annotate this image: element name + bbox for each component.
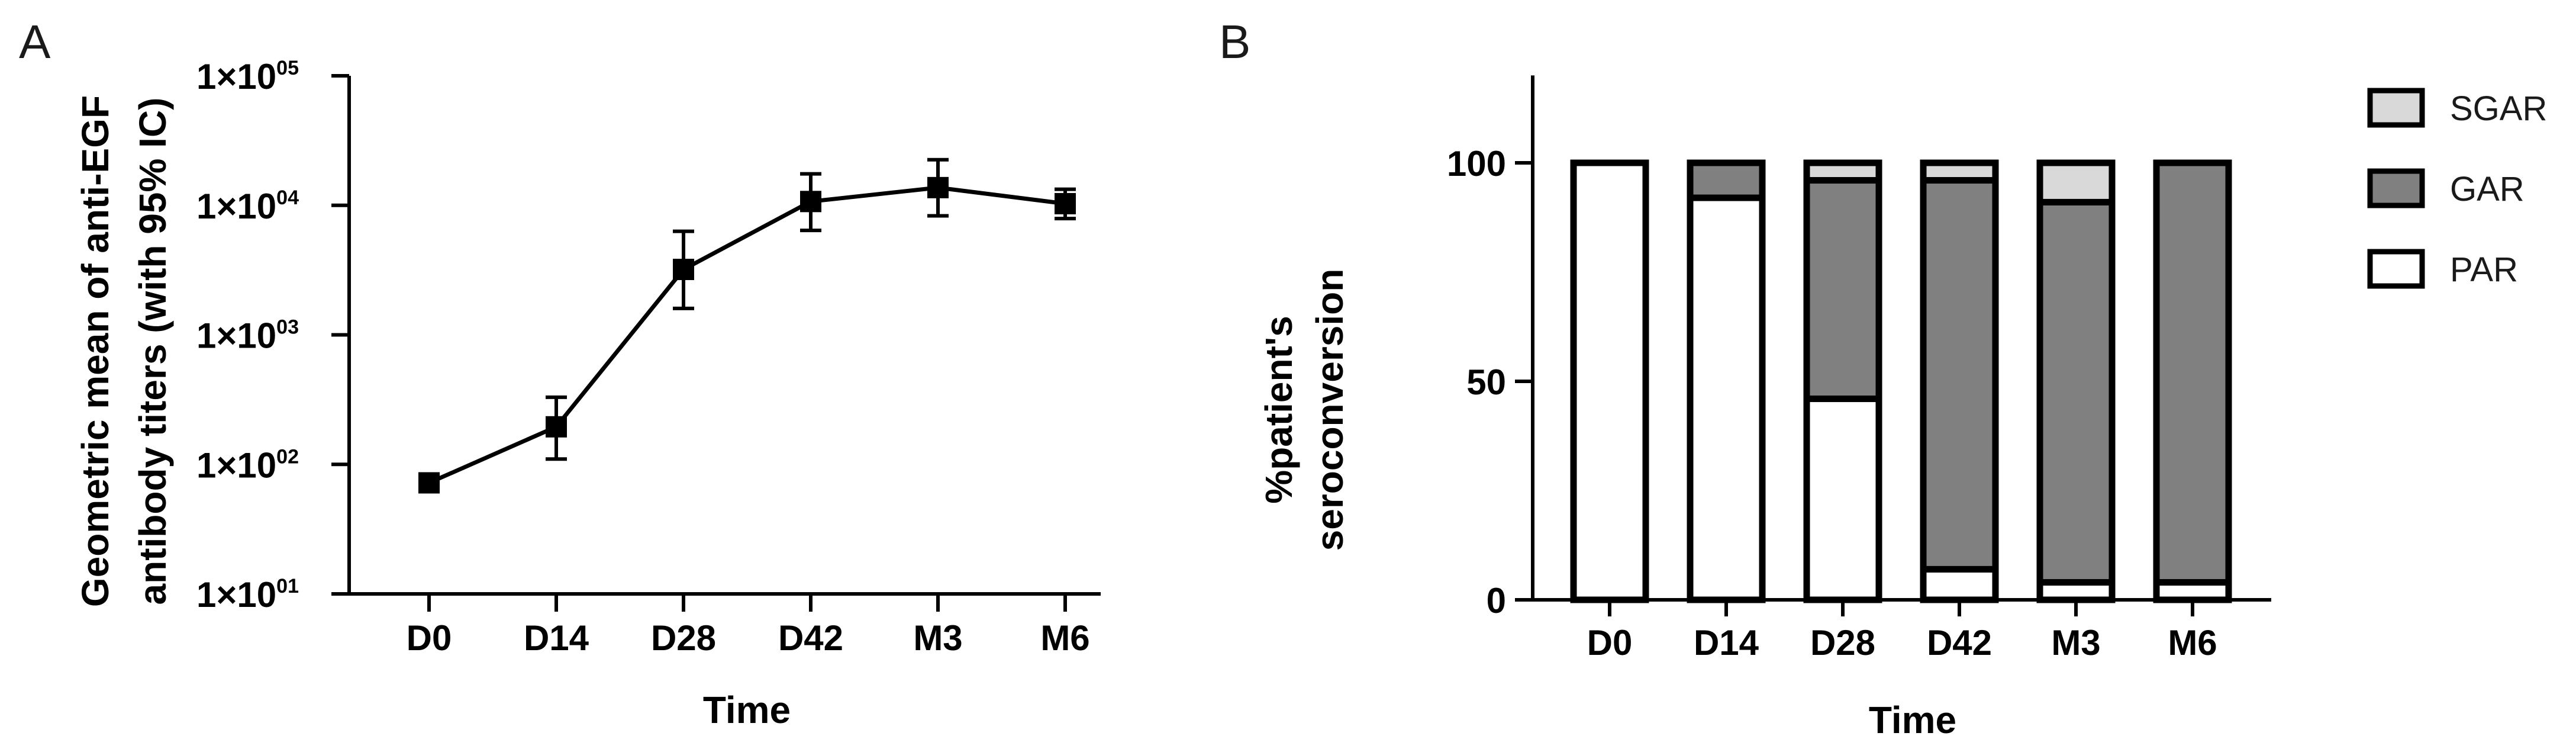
legend-label-sgar: SGAR [2450, 89, 2547, 128]
panel-a-data-point [800, 191, 821, 213]
panel-b-y-tick-label: 50 [1466, 362, 1506, 402]
panel-letter-a: A [19, 15, 51, 68]
panel-a-x-tick-label: D0 [407, 618, 452, 658]
panel-a-y-tick-exponent: 01 [276, 575, 299, 597]
panel-b-y-axis-title-line-2: seroconversion [1308, 269, 1351, 551]
panel-a-y-tick-exponent: 05 [276, 57, 299, 79]
panel-b-y-axis-title: %patient's seroconversion [1258, 269, 1351, 551]
panel-b-bar-par [1920, 565, 1999, 603]
panel-a-y-tick-mantissa: 1×10 [196, 575, 276, 615]
panel-a-series-line [428, 185, 1066, 485]
panel-a-x-axis-title: Time [703, 689, 791, 731]
panel-a-x-tick-label: D28 [651, 618, 716, 658]
panel-a-y-axis-title-line-1: Geometric mean of anti-EGF [74, 95, 117, 607]
panel-b-bar-par [1570, 159, 1649, 603]
panel-a-y-tick-mantissa: 1×10 [196, 316, 276, 356]
panel-a-x-tick-label: M3 [913, 618, 962, 658]
panel-a-y-tick-exponent: 02 [276, 445, 299, 468]
legend-swatch-sgar [2367, 88, 2425, 128]
panel-b-bar-sgar [1803, 159, 1882, 184]
panel-b-bar-sgar [1920, 159, 1999, 184]
panel-b-bars [1570, 159, 2232, 603]
panel-a-x-tick-label: M6 [1040, 618, 1089, 658]
panel-a-series [418, 158, 1076, 494]
panel-b-bar-gar [1920, 177, 1999, 573]
panel-b: B 0 50 100 D0 D14 D28 D42 M3 M6 %patient's sero… [1219, 15, 2547, 741]
panel-b-x-tick-label: D0 [1587, 623, 1633, 663]
panel-b-x-axis-title: Time [1869, 699, 1956, 741]
panel-b-legend: SGAR GAR PAR [2367, 88, 2547, 289]
panel-a-x-ticks: D0 D14 D28 D42 M3 M6 [407, 594, 1090, 658]
panel-b-bar-par [1803, 396, 1882, 603]
legend-swatch-par [2367, 249, 2425, 289]
panel-b-bar-sgar [2036, 159, 2116, 205]
panel-b-x-tick-label: M6 [2168, 623, 2217, 663]
panel-b-y-tick-label: 100 [1447, 144, 1506, 184]
panel-b-x-tick-label: M3 [2051, 623, 2100, 663]
panel-a-axes [347, 76, 1101, 596]
panel-a-y-tick-label: 1×1003 [196, 316, 299, 356]
panel-b-y-tick-label: 0 [1487, 581, 1506, 621]
panel-a-x-tick-label: D42 [778, 618, 843, 658]
panel-letter-b: B [1219, 15, 1250, 68]
panel-b-x-tick-label: D42 [1927, 623, 1992, 663]
panel-a-data-point [673, 258, 694, 280]
panel-b-bar-par [1687, 194, 1766, 603]
panel-a-y-axis-title: Geometric mean of anti-EGF antibody tite… [74, 95, 174, 607]
panel-a-x-tick-label: D14 [524, 618, 589, 658]
panel-b-x-tick-label: D14 [1694, 623, 1759, 663]
panel-a-data-point [1055, 192, 1076, 214]
panel-a-y-tick-label: 1×1002 [196, 445, 299, 485]
panel-b-bar-gar [2036, 198, 2116, 586]
panel-b-y-axis-title-line-1: %patient's [1258, 316, 1300, 504]
legend-label-gar: GAR [2450, 170, 2525, 208]
panel-a-data-point [418, 472, 440, 494]
panel-a-y-tick-mantissa: 1×10 [196, 57, 276, 97]
panel-b-bar-gar [2153, 159, 2232, 586]
panel-b-bar-gar [1803, 177, 1882, 403]
panel-a-y-tick-mantissa: 1×10 [196, 445, 276, 485]
panel-a-data-point [546, 416, 567, 438]
panel-a-y-tick-label: 1×1005 [196, 57, 299, 97]
panel-a-y-tick-label: 1×1004 [196, 187, 299, 226]
legend-label-par: PAR [2450, 250, 2518, 289]
panel-b-x-tick-label: D28 [1810, 623, 1875, 663]
panel-b-x-ticks: D0 D14 D28 D42 M3 M6 [1587, 600, 2217, 663]
panel-b-y-ticks: 0 50 100 [1447, 144, 1533, 621]
legend-swatch-gar [2367, 168, 2425, 208]
panel-a-data-point [927, 176, 949, 198]
panel-a-y-tick-exponent: 04 [276, 187, 299, 209]
panel-a-y-axis-title-line-2: antibody titers (with 95% IC) [131, 98, 174, 605]
panel-a-y-tick-exponent: 03 [276, 316, 299, 339]
panel-a-y-tick-mantissa: 1×10 [196, 187, 276, 226]
panel-b-bar-gar [1687, 159, 1766, 201]
panel-a-y-tick-label: 1×1001 [196, 575, 299, 615]
